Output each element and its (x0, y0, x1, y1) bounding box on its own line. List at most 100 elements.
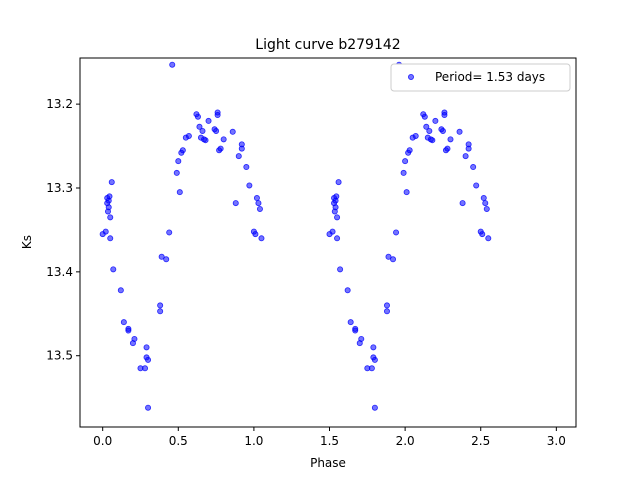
data-point (238, 141, 245, 148)
data-point (371, 404, 378, 411)
x-axis-ticks: 0.0 0.5 1.0 1.5 2.0 2.5 3.0 (93, 427, 566, 448)
data-point (390, 256, 397, 263)
data-point (175, 158, 182, 165)
data-point (202, 137, 209, 144)
data-point (383, 302, 390, 309)
data-point (117, 287, 124, 294)
data-point (179, 147, 186, 154)
x-tick-label: 1.0 (244, 434, 263, 448)
data-point (235, 153, 242, 160)
data-point (102, 228, 109, 235)
data-point (462, 153, 469, 160)
data-point (252, 231, 259, 238)
chart-title: Light curve b279142 (255, 37, 400, 53)
data-point (110, 266, 117, 273)
data-point (108, 179, 115, 186)
data-point (199, 127, 206, 134)
data-point (163, 256, 170, 263)
data-point (344, 287, 351, 294)
data-point (402, 158, 409, 165)
data-point (217, 145, 224, 152)
data-point (337, 266, 344, 273)
data-point (368, 365, 375, 372)
x-tick-label: 0.5 (169, 434, 188, 448)
x-axis-label: Phase (310, 456, 346, 470)
data-point (213, 127, 220, 134)
data-point (166, 229, 173, 236)
y-tick-label: 13.2 (46, 97, 73, 111)
data-point (371, 356, 378, 363)
data-point (185, 132, 192, 139)
data-point (145, 356, 152, 363)
data-point (444, 145, 451, 152)
data-point (400, 169, 407, 176)
x-tick-label: 2.0 (396, 434, 415, 448)
data-point (334, 235, 341, 242)
data-point (106, 193, 113, 200)
data-point (459, 200, 466, 207)
data-point (143, 344, 150, 351)
legend-label: Period= 1.53 days (435, 70, 545, 84)
data-point (125, 327, 132, 334)
data-point (441, 109, 448, 116)
data-point (439, 127, 446, 134)
data-point (120, 319, 127, 326)
data-point (406, 147, 413, 154)
data-point (429, 137, 436, 144)
data-point (329, 228, 336, 235)
x-tick-label: 2.5 (471, 434, 490, 448)
data-point (412, 132, 419, 139)
data-point (176, 189, 183, 196)
data-point (131, 335, 138, 342)
data-point (482, 200, 489, 207)
data-point (483, 205, 490, 212)
plot-area-frame (79, 57, 577, 428)
data-point (334, 214, 341, 221)
data-point (105, 204, 112, 211)
data-point (456, 128, 463, 135)
data-point (256, 205, 263, 212)
data-point (358, 335, 365, 342)
data-point (157, 302, 164, 309)
data-point (332, 204, 339, 211)
data-point (246, 182, 253, 189)
data-point (196, 123, 203, 130)
y-axis-label: Ks (20, 235, 34, 249)
data-point (157, 308, 164, 315)
data-point (169, 61, 176, 68)
data-points (99, 61, 492, 411)
legend-box (390, 63, 571, 92)
x-tick-label: 0.0 (93, 434, 112, 448)
data-point (383, 308, 390, 315)
data-point (479, 231, 486, 238)
data-point (258, 235, 265, 242)
y-tick-label: 13.4 (46, 265, 73, 279)
data-point (243, 164, 250, 171)
x-tick-label: 3.0 (547, 434, 566, 448)
data-point (485, 235, 492, 242)
data-point (465, 141, 472, 148)
data-point (142, 365, 149, 372)
data-point (393, 229, 400, 236)
data-point (107, 214, 114, 221)
data-point (253, 195, 260, 202)
data-point (333, 193, 340, 200)
x-tick-label: 1.5 (320, 434, 339, 448)
data-point (447, 136, 454, 143)
data-point (335, 179, 342, 186)
legend-marker (407, 74, 414, 81)
data-point (473, 182, 480, 189)
data-point (370, 344, 377, 351)
data-point (158, 253, 165, 260)
data-point (352, 327, 359, 334)
data-point (480, 195, 487, 202)
y-tick-label: 13.3 (46, 181, 73, 195)
data-point (205, 117, 212, 124)
data-point (194, 113, 201, 120)
data-point (426, 127, 433, 134)
legend: Period= 1.53 days (390, 63, 571, 92)
data-point (145, 404, 152, 411)
data-point (385, 253, 392, 260)
data-point (403, 189, 410, 196)
